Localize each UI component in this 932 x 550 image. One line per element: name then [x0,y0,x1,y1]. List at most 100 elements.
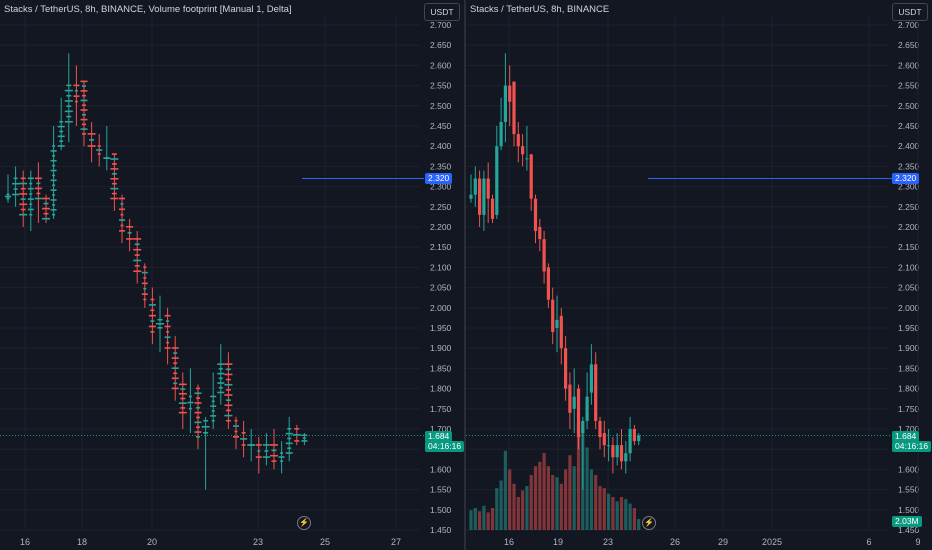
right-chart-pane[interactable]: 2.700 2.650 2.600 2.550 2.500 2.450 2.400 2.350… [466,0,932,550]
candle-body [508,85,512,102]
footprint-cell [241,432,246,434]
right-countdown-badge: 04:16:16 [892,441,932,452]
footprint-cell [194,392,202,395]
footprint-cell [19,182,28,185]
footprint-cell [218,377,223,380]
footprint-cell [280,452,284,454]
footprint-cell [52,174,56,177]
footprint-cell [66,115,72,118]
time-tick-label: 23 [253,537,263,547]
footprint-cell [59,140,64,142]
candle-body [482,178,486,215]
footprint-cell [180,407,186,409]
footprint-cell [171,347,179,349]
price-tick-label: 2.450 [898,121,920,131]
volume-bar [555,477,559,530]
footprint-cell [20,208,26,211]
volume-bar [533,466,538,530]
volume-bar [482,505,486,530]
footprint-cell [217,391,225,394]
candle-body [551,299,555,333]
candle-body [594,364,598,421]
footprint-cell [80,128,88,130]
candle-body [615,445,619,458]
right-candlestick-chart[interactable]: 2.700 2.650 2.600 2.550 2.500 2.450 2.400 2.350… [466,0,932,550]
footprint-cell [42,217,50,220]
volume-bar [512,483,516,530]
footprint-cell [180,397,186,400]
volume-bar [607,493,611,530]
footprint-cell [173,382,178,385]
footprint-cell [73,95,80,97]
price-tick-label: 1.550 [898,485,920,495]
footprint-cell [57,125,65,128]
price-tick-label: 2.300 [898,182,920,192]
footprint-cell [224,414,233,417]
candle-body [564,348,568,389]
price-tick-label: 1.700 [898,424,920,434]
footprint-cell [120,224,124,227]
pane-divider[interactable] [464,0,466,550]
footprint-cell [225,409,231,412]
footprint-cell [50,159,57,162]
volume-bar [611,497,615,530]
price-tick-label: 2.350 [430,161,452,171]
price-tick-label: 2.150 [898,242,920,252]
footprint-cell [194,402,202,404]
footprint-cell [82,133,86,135]
volume-bar [564,469,568,530]
footprint-cell [80,99,88,102]
left-chart-title: Stacks / TetherUS, 8h, BINANCE, Volume f… [4,4,292,15]
price-tick-label: 2.700 [898,20,920,30]
flash-icon[interactable]: ⚡ [297,516,311,530]
price-tick-label: 2.300 [430,182,452,192]
time-tick-label: 26 [670,537,680,547]
footprint-cell [82,123,86,126]
footprint-cell [50,189,57,191]
footprint-cell [203,419,209,422]
left-chart-pane[interactable]: 2.700 2.650 2.600 2.550 2.500 2.450 2.400 2.350… [0,0,465,550]
left-currency-button[interactable]: USDT [424,3,460,21]
volume-bar [529,475,533,530]
volume-bar [619,497,624,530]
footprint-cell [20,198,26,200]
left-footprint-chart[interactable]: 2.700 2.650 2.600 2.550 2.500 2.450 2.400 2.350… [0,0,464,550]
candle-body [632,429,636,442]
candle-body [607,445,611,447]
footprint-cell [42,197,50,200]
price-tick-label: 2.500 [430,101,452,111]
right-chart-title: Stacks / TetherUS, 8h, BINANCE [470,4,610,15]
footprint-cell [50,208,57,211]
footprint-cell [217,372,225,375]
flash-icon[interactable]: ⚡ [642,516,656,530]
candle-body [628,429,632,454]
footprint-cell [82,94,86,97]
candle-body [495,146,499,215]
candle-body [589,364,593,393]
volume-bar [602,488,606,530]
footprint-cell [201,425,210,428]
price-tick-label: 1.750 [430,404,452,414]
footprint-cell [34,187,42,190]
footprint-cell [119,208,125,211]
footprint-cell [278,456,285,458]
candle-body [478,178,482,215]
volume-bar [508,469,512,530]
footprint-cell [12,193,20,196]
footprint-cell [134,265,140,267]
footprint-cell [224,373,233,376]
price-tick-label: 1.500 [898,505,920,515]
right-currency-button[interactable]: USDT [892,3,928,21]
footprint-cell [111,163,117,165]
volume-bar [624,499,628,530]
price-tick-label: 2.400 [898,141,920,151]
price-tick-label: 2.200 [898,222,920,232]
footprint-cell [217,382,225,384]
footprint-cell [211,400,215,403]
footprint-cell [27,187,34,190]
footprint-cell [66,105,72,107]
volume-bar [546,466,550,530]
footprint-cell [34,197,42,200]
footprint-cell [196,416,200,419]
volume-bar [503,450,507,530]
